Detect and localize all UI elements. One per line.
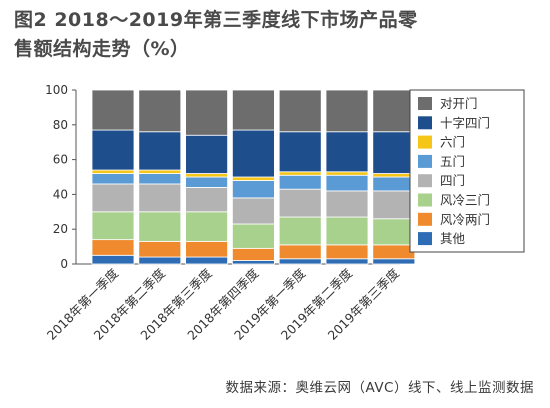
bar-series xyxy=(91,89,416,265)
y-tick-label: 60 xyxy=(53,153,68,167)
bar-segment xyxy=(138,131,182,171)
bar-segment xyxy=(91,183,135,213)
bar-segment xyxy=(185,187,229,213)
bar-segment xyxy=(278,258,322,265)
bar-segment xyxy=(372,218,416,246)
bar-segment xyxy=(278,131,322,173)
bar-segment xyxy=(372,176,416,192)
legend-label: 风冷三门 xyxy=(440,193,490,208)
bar-segment xyxy=(138,173,182,185)
bar-segment xyxy=(231,176,275,181)
y-tick-label: 20 xyxy=(53,222,68,236)
bar-segment xyxy=(278,188,322,218)
y-tick-label: 0 xyxy=(60,257,68,271)
bar-segment xyxy=(372,89,416,133)
bar-segment xyxy=(278,174,322,190)
bar-segment xyxy=(185,211,229,242)
bar-segment xyxy=(138,183,182,213)
bar-segment xyxy=(278,89,322,133)
bar-segment xyxy=(325,131,369,173)
y-tick-label: 40 xyxy=(53,187,68,201)
bar-segment xyxy=(91,239,135,256)
bar-segment xyxy=(325,174,369,192)
bar-segment xyxy=(231,129,275,178)
bar-segment xyxy=(325,171,369,176)
bar-segment xyxy=(91,211,135,241)
bar-segment xyxy=(185,134,229,174)
legend-label: 十字四门 xyxy=(440,115,490,130)
bar-segment xyxy=(185,89,229,136)
bar-segment xyxy=(91,254,135,265)
legend-swatch xyxy=(418,174,432,188)
bar-segment xyxy=(231,197,275,225)
y-tick-label: 100 xyxy=(45,83,68,97)
y-tick-label: 80 xyxy=(53,118,68,132)
bar-segment xyxy=(325,190,369,218)
bar-segment xyxy=(231,247,275,261)
bar-segment xyxy=(138,211,182,242)
bar-segment xyxy=(138,89,182,133)
bar-segment xyxy=(185,176,229,188)
bar-segment xyxy=(372,258,416,265)
bar-segment xyxy=(325,89,369,133)
legend-label: 五门 xyxy=(440,154,465,169)
bar-segment xyxy=(278,244,322,260)
source-note: 数据来源：奥维云网（AVC）线下、线上监测数据 xyxy=(225,380,534,396)
bar-segment xyxy=(138,240,182,258)
bar-segment xyxy=(325,258,369,265)
legend-swatch xyxy=(418,193,432,207)
y-axis-grid: 0 20 40 60 80 100 xyxy=(45,83,400,271)
bar-segment xyxy=(278,171,322,176)
bar-segment xyxy=(185,256,229,265)
legend-label: 风冷两门 xyxy=(440,212,490,227)
bar-segment xyxy=(185,173,229,178)
legend-label: 其他 xyxy=(440,231,466,246)
legend-label: 六门 xyxy=(440,135,465,150)
bar-segment xyxy=(372,173,416,178)
legend-label: 四门 xyxy=(440,173,465,188)
bar-segment xyxy=(325,216,369,246)
bar-segment xyxy=(91,169,135,174)
x-axis-labels: 2018年第一季度2018年第二季度2018年第三季度2018年第四季度2019… xyxy=(44,265,402,343)
bar-segment xyxy=(372,190,416,220)
chart-title: 图2 2018～2019年第三季度线下市场产品零售额结构走势（%） xyxy=(14,9,418,60)
legend-swatch xyxy=(418,154,432,168)
legend-swatch xyxy=(418,212,432,226)
legend-label: 对开门 xyxy=(440,96,478,111)
bar-segment xyxy=(231,89,275,131)
legend-swatch xyxy=(418,135,432,149)
bar-segment xyxy=(372,131,416,174)
legend-swatch xyxy=(418,232,432,246)
bar-segment xyxy=(231,223,275,249)
bar-segment xyxy=(138,256,182,265)
legend-swatch xyxy=(418,116,432,130)
bar-segment xyxy=(278,216,322,246)
bar-segment xyxy=(231,180,275,199)
bar-segment xyxy=(231,260,275,265)
legend-swatch xyxy=(418,97,432,110)
bar-segment xyxy=(91,89,135,131)
bar-segment xyxy=(325,244,369,260)
bar-segment xyxy=(91,173,135,185)
bar-segment xyxy=(372,244,416,260)
bar-segment xyxy=(91,129,135,171)
legend-box xyxy=(409,89,525,253)
bar-segment xyxy=(138,169,182,174)
bar-segment xyxy=(185,240,229,258)
